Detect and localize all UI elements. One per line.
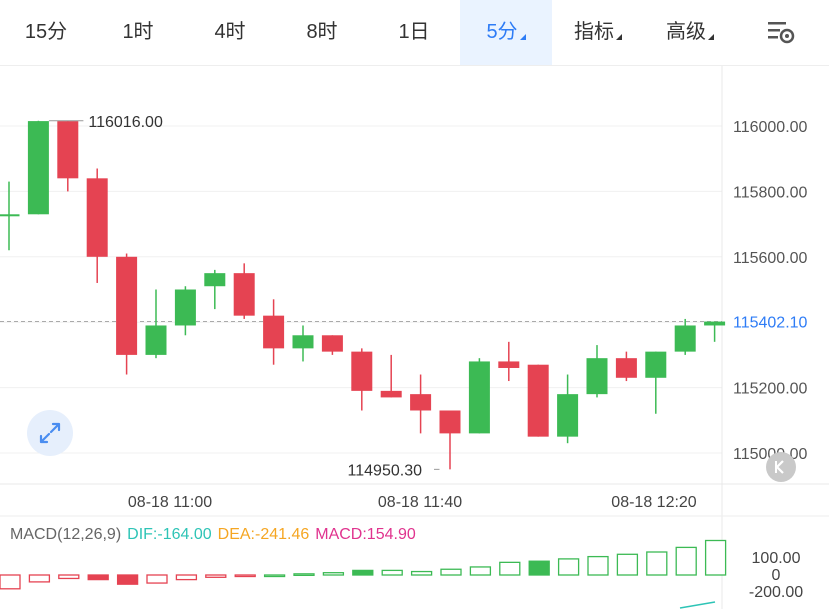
candle-body: [615, 358, 637, 378]
candle-body: [0, 214, 20, 217]
tab-4[interactable]: 1日: [368, 0, 460, 65]
macd-bar: [352, 569, 374, 576]
macd-dif-label: DIF:-164.00: [127, 526, 212, 543]
macd-bar: [440, 568, 462, 576]
macd-bar: [528, 560, 550, 576]
macd-bar: [175, 574, 198, 581]
candle-body: [292, 335, 314, 349]
current-price-label: 115402.10: [733, 315, 808, 332]
y-tick-label: 116000.00: [733, 119, 808, 136]
macd-bar: [0, 574, 21, 590]
macd-bar: [263, 574, 286, 578]
macd-bar: [322, 572, 345, 576]
candle-body: [174, 289, 196, 326]
candle-body: [557, 394, 579, 437]
macd-tick-label: -200.00: [749, 584, 803, 601]
y-tick-label: 115200.00: [733, 381, 808, 398]
candle-body: [674, 325, 696, 352]
y-tick-label: 115800.00: [733, 184, 808, 201]
tab-label: 15分: [24, 21, 68, 43]
macd-bar: [557, 558, 580, 576]
macd-bar: [499, 561, 521, 576]
candle-body: [57, 121, 79, 179]
tab-5[interactable]: 5分: [460, 0, 552, 65]
tab-2[interactable]: 4时: [184, 0, 276, 65]
candle-body: [380, 390, 402, 398]
candle-body: [410, 394, 432, 411]
macd-legend: MACD(12,26,9) DIF:-164.00 DEA:-241.46 MACD:…: [10, 526, 422, 544]
tab-label: 1时: [122, 21, 154, 43]
expand-icon[interactable]: [27, 410, 73, 456]
tab-label: 4时: [214, 21, 246, 43]
macd-bar: [234, 574, 256, 578]
tab-label: 指标: [574, 21, 614, 43]
candle-body: [263, 315, 285, 349]
macd-bar: [28, 574, 51, 583]
macd-bar: [116, 574, 139, 585]
candle-body: [233, 273, 255, 316]
candle-body: [351, 351, 373, 391]
candle-body: [86, 178, 108, 257]
timeframe-toolbar: 15分 1时 4时 8时 1日 5分 指标 高级: [0, 0, 829, 65]
macd-bar: [410, 570, 433, 576]
dropdown-triangle-icon: [616, 34, 622, 40]
tab-6[interactable]: 指标: [552, 0, 644, 65]
tab-label: 高级: [666, 21, 706, 43]
dif-line: [679, 601, 716, 609]
x-tick-label: 08-18 12:20: [611, 494, 697, 511]
candle-body: [498, 361, 520, 368]
macd-bar: [87, 574, 109, 581]
low-label: 114950.30: [348, 462, 423, 479]
macd-bar: [675, 546, 697, 576]
macd-bar: [381, 569, 403, 576]
candle-body: [645, 351, 667, 378]
macd-bar: [146, 574, 168, 584]
candle-body: [204, 273, 226, 287]
candle-body: [145, 325, 167, 355]
macd-bar: [646, 551, 668, 576]
y-tick-label: 115600.00: [733, 250, 808, 267]
candle-body: [439, 410, 461, 434]
macd-tick-label: 100.00: [752, 550, 801, 567]
tab-1[interactable]: 1时: [92, 0, 184, 65]
collapse-icon[interactable]: [766, 452, 796, 482]
macd-value-label: MACD:154.90: [315, 526, 416, 543]
candle-body: [321, 335, 343, 352]
tab-label: 8时: [306, 21, 338, 43]
macd-bar: [616, 553, 639, 576]
candle-body: [27, 121, 49, 215]
toolbar-divider: [0, 65, 829, 66]
high-label: 116016.00: [88, 114, 163, 131]
tab-0[interactable]: 15分: [0, 0, 92, 65]
macd-bar: [293, 573, 315, 577]
macd-bar: [58, 574, 80, 580]
x-tick-label: 08-18 11:00: [128, 494, 212, 511]
candle-body: [116, 256, 138, 355]
dropdown-triangle-icon: [708, 34, 714, 40]
macd-tick-label: 0: [772, 567, 781, 584]
tab-3[interactable]: 8时: [276, 0, 368, 65]
macd-bar: [469, 566, 492, 576]
candle-body: [468, 361, 490, 434]
x-tick-label: 08-18 11:40: [378, 494, 462, 511]
candle-body: [527, 364, 549, 437]
macd-name: MACD(12,26,9): [10, 526, 122, 543]
dropdown-triangle-icon: [519, 34, 526, 40]
candle-body: [704, 321, 726, 326]
candlestick-chart[interactable]: 115000.00115200.00115600.00115800.001160…: [0, 66, 829, 609]
chart-settings-icon[interactable]: [764, 18, 798, 48]
macd-bar: [704, 539, 727, 576]
tab-label: 5分: [486, 21, 518, 43]
macd-bar: [205, 574, 227, 578]
tab-label: 1日: [398, 21, 430, 43]
macd-dea-label: DEA:-241.46: [217, 526, 310, 543]
candle-body: [586, 358, 608, 395]
macd-bar: [587, 555, 609, 576]
tab-7[interactable]: 高级: [644, 0, 736, 65]
